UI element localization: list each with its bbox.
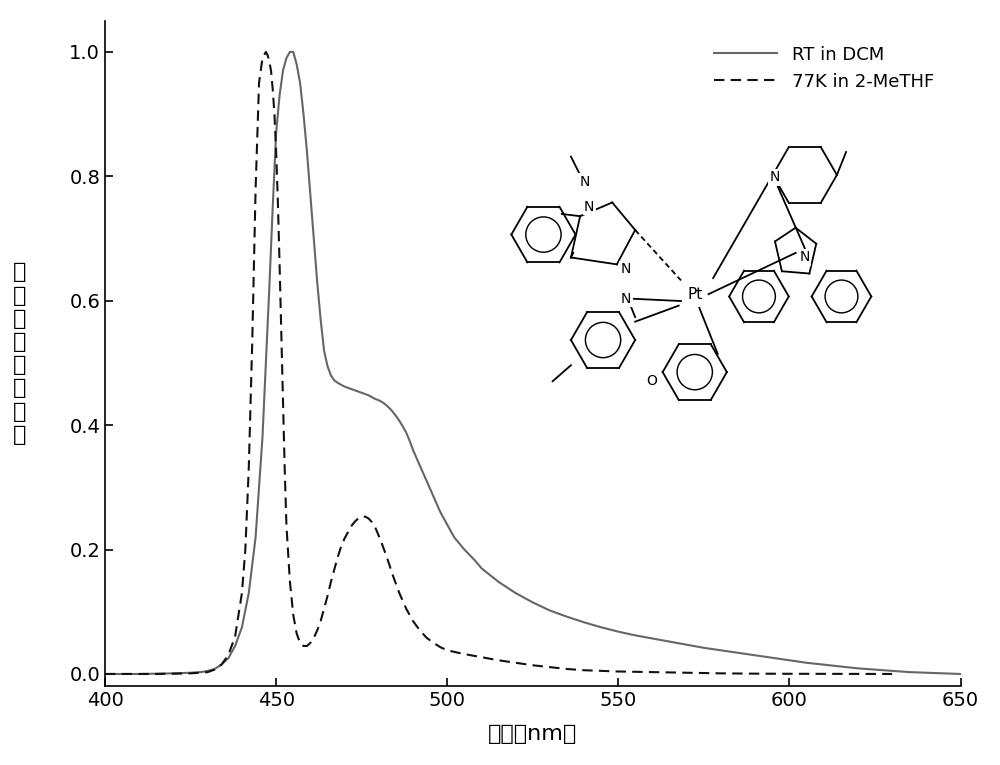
RT in DCM — [99, 669, 111, 679]
77K in 2-MeTHF — [260, 47, 272, 57]
77K in 2-MeTHF — [99, 669, 111, 679]
77K in 2-MeTHF — [339, 534, 351, 543]
RT in DCM — [284, 47, 296, 57]
X-axis label: 波长（nm）: 波长（nm） — [488, 724, 577, 744]
Line: 77K in 2-MeTHF: 77K in 2-MeTHF — [105, 52, 892, 674]
77K in 2-MeTHF — [277, 396, 289, 405]
77K in 2-MeTHF — [279, 464, 291, 474]
RT in DCM — [270, 129, 282, 138]
RT in DCM — [414, 461, 426, 470]
77K in 2-MeTHF — [185, 669, 197, 678]
RT in DCM — [955, 669, 967, 679]
Legend: RT in DCM, 77K in 2-MeTHF: RT in DCM, 77K in 2-MeTHF — [705, 37, 943, 99]
77K in 2-MeTHF — [715, 669, 727, 678]
RT in DCM — [578, 618, 590, 627]
Y-axis label: 归
一
化
的
发
光
强
度: 归 一 化 的 发 光 强 度 — [13, 262, 26, 444]
77K in 2-MeTHF — [366, 518, 378, 527]
Line: RT in DCM: RT in DCM — [105, 52, 961, 674]
RT in DCM — [301, 147, 313, 156]
RT in DCM — [352, 387, 364, 396]
RT in DCM — [342, 383, 354, 392]
77K in 2-MeTHF — [886, 669, 898, 679]
